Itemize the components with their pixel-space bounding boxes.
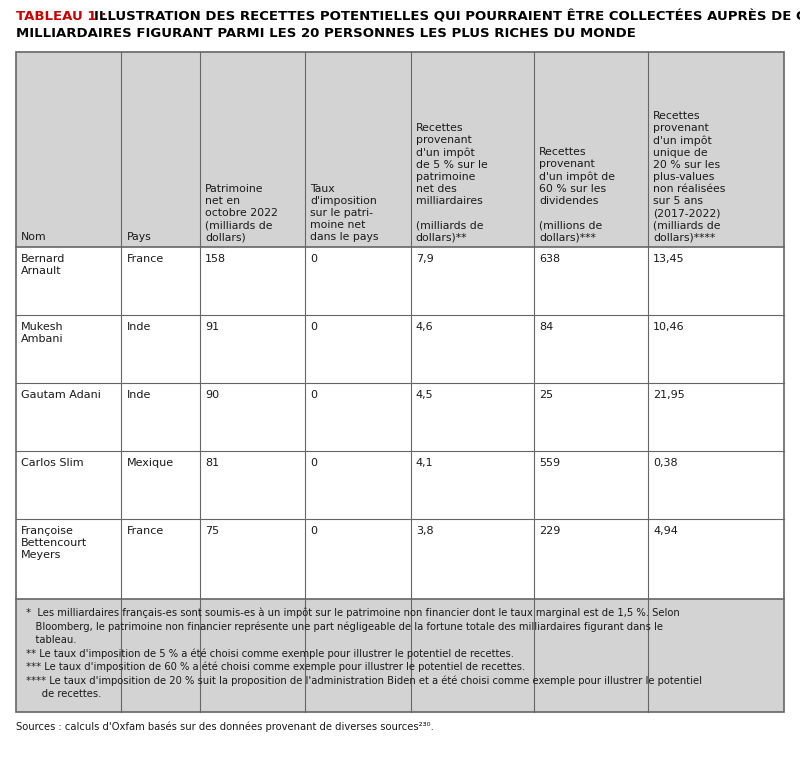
Text: Recettes
provenant
d'un impôt de
60 % sur les
dividendes

(millions de
dollars)*: Recettes provenant d'un impôt de 60 % su…	[539, 147, 615, 242]
Text: France: France	[126, 526, 164, 536]
Text: 91: 91	[205, 322, 219, 332]
Text: 90: 90	[205, 390, 219, 400]
Text: Nom: Nom	[21, 232, 46, 242]
Text: 4,94: 4,94	[654, 526, 678, 536]
Text: 21,95: 21,95	[654, 390, 685, 400]
Text: Gautam Adani: Gautam Adani	[21, 390, 101, 400]
Text: Inde: Inde	[126, 390, 150, 400]
Text: 7,9: 7,9	[416, 254, 434, 264]
Text: Mexique: Mexique	[126, 458, 174, 468]
Text: *  Les milliardaires français-es sont soumis-es à un impôt sur le patrimoine non: * Les milliardaires français-es sont sou…	[23, 608, 680, 618]
Bar	[16, 519, 784, 599]
Text: Carlos Slim: Carlos Slim	[21, 458, 84, 468]
Text: Inde: Inde	[126, 322, 150, 332]
Text: Mukesh
Ambani: Mukesh Ambani	[21, 322, 64, 344]
Text: *** Le taux d'imposition de 60 % a été choisi comme exemple pour illustrer le po: *** Le taux d'imposition de 60 % a été c…	[23, 662, 526, 673]
Text: 75: 75	[205, 526, 219, 536]
Bar	[16, 599, 784, 712]
Text: tableau.: tableau.	[23, 635, 77, 645]
Text: Bernard
Arnault: Bernard Arnault	[21, 254, 66, 276]
Text: Patrimoine
net en
octobre 2022
(milliards de
dollars): Patrimoine net en octobre 2022 (milliard…	[205, 184, 278, 242]
Bar	[16, 52, 784, 247]
Text: 0: 0	[310, 458, 318, 468]
Text: de recettes.: de recettes.	[23, 689, 102, 699]
Text: 4,5: 4,5	[416, 390, 434, 400]
Text: 4,6: 4,6	[416, 322, 434, 332]
Text: 0: 0	[310, 526, 318, 536]
Bar	[16, 247, 784, 315]
Text: France: France	[126, 254, 164, 264]
Text: TABLEAU 1 :: TABLEAU 1 :	[16, 10, 111, 23]
Text: 638: 638	[539, 254, 560, 264]
Text: 81: 81	[205, 458, 219, 468]
Bar	[16, 52, 784, 712]
Text: ** Le taux d'imposition de 5 % a été choisi comme exemple pour illustrer le pote: ** Le taux d'imposition de 5 % a été cho…	[23, 649, 514, 659]
Text: Bloomberg, le patrimoine non financier représente une part négligeable de la for: Bloomberg, le patrimoine non financier r…	[23, 621, 663, 632]
Text: ILLUSTRATION DES RECETTES POTENTIELLES QUI POURRAIENT ÊTRE COLLECTÉES AUPRÈS DE : ILLUSTRATION DES RECETTES POTENTIELLES Q…	[94, 10, 800, 23]
Text: MILLIARDAIRES FIGURANT PARMI LES 20 PERSONNES LES PLUS RICHES DU MONDE: MILLIARDAIRES FIGURANT PARMI LES 20 PERS…	[16, 27, 636, 40]
Text: Recettes
provenant
d'un impôt
unique de
20 % sur les
plus-values
non réalisées
s: Recettes provenant d'un impôt unique de …	[654, 111, 726, 242]
Text: 3,8: 3,8	[416, 526, 434, 536]
Text: 13,45: 13,45	[654, 254, 685, 264]
Text: 0: 0	[310, 390, 318, 400]
Bar	[16, 451, 784, 519]
Text: Pays: Pays	[126, 232, 151, 242]
Text: 158: 158	[205, 254, 226, 264]
Text: Taux
d'imposition
sur le patri-
moine net
dans le pays: Taux d'imposition sur le patri- moine ne…	[310, 184, 379, 242]
Text: **** Le taux d'imposition de 20 % suit la proposition de l'administration Biden : **** Le taux d'imposition de 20 % suit l…	[23, 676, 702, 686]
Text: 10,46: 10,46	[654, 322, 685, 332]
Text: 0: 0	[310, 322, 318, 332]
Text: 4,1: 4,1	[416, 458, 434, 468]
Text: 559: 559	[539, 458, 560, 468]
Bar	[16, 383, 784, 451]
Text: Sources : calculs d'Oxfam basés sur des données provenant de diverses sources²³⁰: Sources : calculs d'Oxfam basés sur des …	[16, 722, 434, 732]
Bar	[16, 315, 784, 383]
Text: Recettes
provenant
d'un impôt
de 5 % sur le
patrimoine
net des
milliardaires

(m: Recettes provenant d'un impôt de 5 % sur…	[416, 123, 487, 242]
Text: 84: 84	[539, 322, 554, 332]
Text: 0,38: 0,38	[654, 458, 678, 468]
Text: 229: 229	[539, 526, 560, 536]
Text: Françoise
Bettencourt
Meyers: Françoise Bettencourt Meyers	[21, 526, 87, 560]
Text: 0: 0	[310, 254, 318, 264]
Text: 25: 25	[539, 390, 553, 400]
